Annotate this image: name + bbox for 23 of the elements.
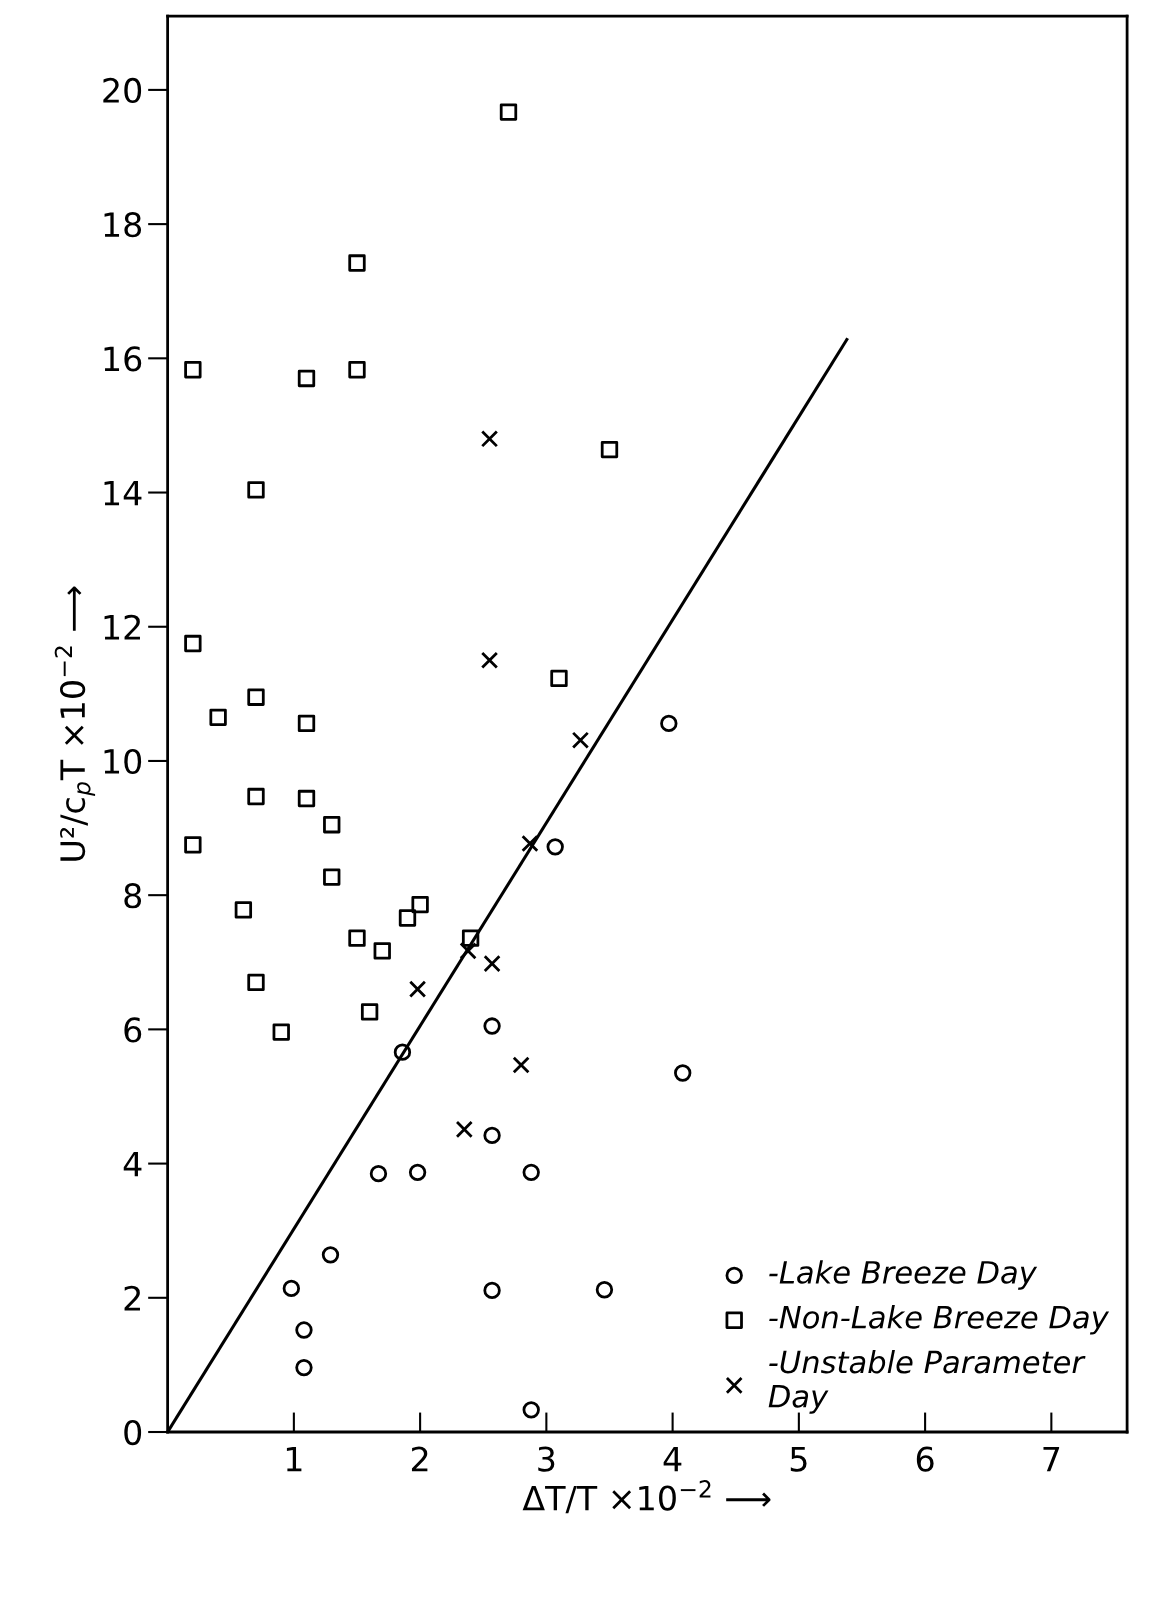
x-tick-label: 1	[286, 1446, 302, 1472]
y-axis-title: U²/c$_{p}$T ×10$^{−2}$ ⟶	[54, 586, 96, 861]
x-tick-label: 5	[790, 1446, 807, 1472]
y-tick-label: 6	[124, 1017, 142, 1043]
y-tick-label: 8	[124, 883, 142, 909]
x-tick-label: 3	[538, 1446, 555, 1472]
y-tick-label: 20	[103, 77, 142, 104]
y-tick-label: 16	[104, 346, 142, 372]
legend-label: -Lake Breeze Day	[769, 1260, 1038, 1290]
x-axis-title: ΔT/T ×10$^{−2}$ ⟶	[522, 1480, 771, 1514]
x-tick-label: 2	[411, 1446, 428, 1472]
y-tick-label: 14	[104, 480, 142, 506]
y-tick-label: 4	[123, 1151, 142, 1177]
legend-label: -Non-Lake Breeze Day	[769, 1305, 1110, 1335]
legend-label: -Unstable Parameter Day	[768, 1349, 1086, 1414]
y-tick-label: 2	[124, 1285, 140, 1311]
y-tick-label: 0	[124, 1419, 142, 1446]
x-tick-label: 6	[916, 1446, 934, 1472]
x-tick-label: 7	[1043, 1446, 1060, 1472]
y-tick-label: 18	[104, 212, 142, 238]
y-tick-label: 10	[104, 748, 142, 775]
x-tick-label: 4	[663, 1446, 682, 1472]
y-tick-label: 12	[104, 614, 140, 640]
